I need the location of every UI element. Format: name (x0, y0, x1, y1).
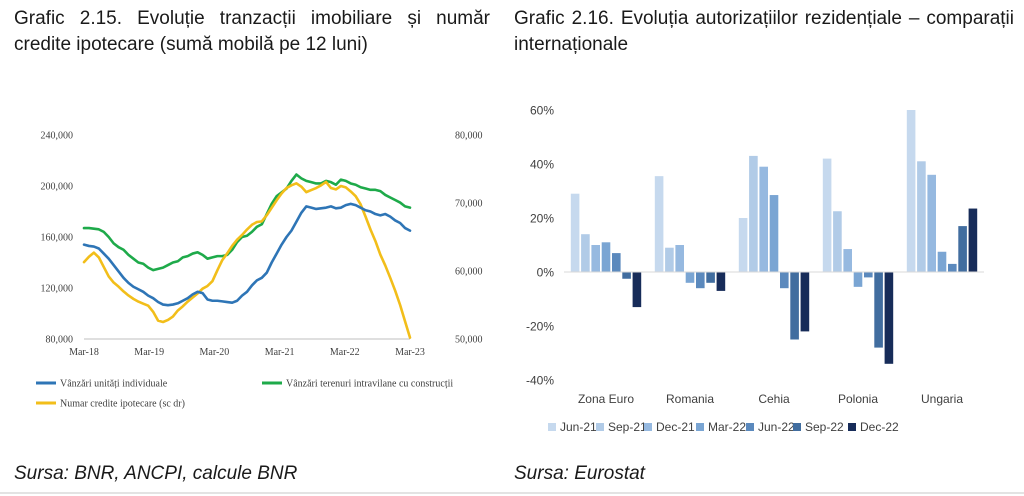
legend-swatch (848, 423, 856, 431)
bar (622, 272, 631, 279)
bar (800, 272, 810, 332)
category-label: Cehia (758, 392, 790, 406)
line-series-2 (82, 173, 412, 272)
y-tick-label: 40% (530, 158, 554, 172)
bar (696, 272, 705, 289)
bar (884, 272, 894, 364)
category-label: Zona Euro (578, 392, 634, 406)
x-tick-label: Mar-21 (265, 347, 295, 358)
y-right-tick-label: 50,000 (455, 335, 483, 346)
line-chart: 80,000 120,000 160,000 200,000 240,000 50,000… (36, 131, 483, 410)
bar (853, 272, 863, 287)
bar (864, 272, 873, 278)
right-chart-source: Sursa: Eurostat (514, 463, 645, 484)
legend-label: Dec-21 (656, 420, 695, 434)
legend-swatch (696, 423, 704, 431)
category-label: Polonia (838, 392, 878, 406)
y-right-tick-label: 60,000 (455, 267, 483, 278)
line-series-1 (82, 202, 412, 307)
legend-swatch (644, 423, 652, 431)
bar (917, 161, 926, 272)
bar (632, 272, 642, 308)
legend-label: Sep-22 (805, 420, 844, 434)
y-left-tick-label: 240,000 (41, 131, 74, 142)
bar (591, 245, 600, 272)
category-label: Ungaria (921, 392, 963, 406)
bar (749, 155, 758, 272)
left-chart-title: Grafic 2.15. Evoluție tranzacții imobili… (14, 8, 490, 55)
y-left-tick-label: 80,000 (46, 335, 74, 346)
bar (654, 176, 664, 272)
legend-swatch (746, 423, 754, 431)
right-chart-title: Grafic 2.16. Evoluția autorizațiilor rez… (514, 8, 1014, 55)
legend-label: Sep-21 (608, 420, 647, 434)
bar (833, 211, 842, 272)
legend-label: Jun-21 (560, 420, 597, 434)
x-tick-label: Mar-23 (395, 347, 425, 358)
bar (675, 245, 684, 272)
bar (843, 249, 852, 272)
bar-chart: -40% -20% 0% 20% 40% 60% Zona Euro Romania Cehia… (526, 104, 984, 434)
x-tick-label: Mar-22 (330, 347, 360, 358)
y-tick-label: -40% (526, 374, 554, 388)
y-left-tick-label: 160,000 (41, 233, 74, 244)
legend-swatch (548, 423, 556, 431)
legend-swatch (793, 423, 801, 431)
y-tick-label: -20% (526, 320, 554, 334)
bar (790, 272, 799, 340)
y-right-tick-label: 70,000 (455, 199, 483, 210)
bar (769, 195, 779, 272)
bar (958, 226, 967, 272)
bar (570, 193, 580, 272)
bar (822, 158, 832, 272)
y-left-tick-label: 120,000 (41, 284, 74, 295)
y-right-tick-label: 80,000 (455, 131, 483, 142)
legend-label: Vânzări unități individuale (60, 379, 168, 390)
bar (968, 208, 978, 272)
legend-label: Vânzări terenuri intravilane cu construc… (286, 379, 453, 390)
page-divider (0, 492, 1024, 494)
bar (601, 242, 611, 272)
x-tick-label: Mar-20 (200, 347, 230, 358)
bar (738, 218, 748, 272)
category-label: Romania (666, 392, 714, 406)
bar (706, 272, 715, 283)
legend-label: Dec-22 (860, 420, 899, 434)
left-chart-source: Sursa: BNR, ANCPI, calcule BNR (14, 463, 298, 484)
legend-label: Numar credite ipotecare (sc dr) (60, 399, 185, 410)
bar (927, 174, 936, 272)
bar (874, 272, 883, 348)
legend-label: Jun-22 (758, 420, 795, 434)
legend-label: Mar-22 (708, 420, 746, 434)
bar (685, 272, 695, 283)
bar (937, 251, 947, 272)
bar (780, 272, 789, 289)
bar (716, 272, 726, 291)
y-left-tick-label: 200,000 (41, 182, 74, 193)
y-tick-label: 0% (537, 266, 555, 280)
x-tick-label: Mar-19 (134, 347, 164, 358)
y-tick-label: 60% (530, 104, 554, 118)
x-tick-label: Mar-18 (69, 347, 99, 358)
bar (759, 166, 768, 272)
y-tick-label: 20% (530, 212, 554, 226)
bar (581, 234, 590, 272)
legend-swatch (596, 423, 604, 431)
bar (612, 253, 621, 272)
bar (665, 247, 674, 272)
bar (906, 110, 916, 272)
bar (948, 263, 957, 272)
line-series-3 (82, 180, 412, 339)
